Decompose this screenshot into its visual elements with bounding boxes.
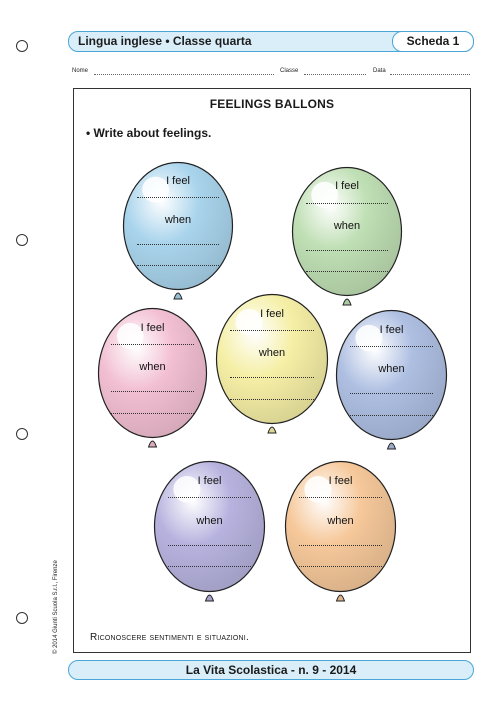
balloon-highlight: [116, 322, 144, 350]
balloon-write-line[interactable]: [229, 329, 315, 331]
balloon-write-line[interactable]: [167, 545, 252, 547]
balloon-i-feel-label: I feel: [379, 323, 404, 336]
balloon-write-line[interactable]: [229, 377, 315, 379]
instruction-text: • Write about feelings.: [86, 126, 212, 140]
balloon-highlight: [235, 308, 263, 336]
balloon: I feel when: [335, 309, 448, 455]
binder-hole: [16, 612, 28, 624]
balloon: I feel when: [97, 307, 208, 453]
binder-hole: [16, 428, 28, 440]
student-fields: Nome Classe Data: [72, 68, 472, 78]
balloon-write-line[interactable]: [136, 197, 220, 199]
balloon-shape: [335, 309, 448, 450]
subject-label: Lingua inglese • Classe quarta: [78, 34, 252, 48]
balloon-write-line[interactable]: [298, 497, 383, 499]
nome-field[interactable]: [94, 74, 274, 75]
balloon-shape: [97, 307, 208, 448]
sheet-label: Scheda 1: [392, 31, 474, 52]
balloon-write-line[interactable]: [305, 270, 389, 272]
balloon-when-label: when: [378, 363, 405, 376]
binder-hole: [16, 40, 28, 52]
balloon-write-line[interactable]: [349, 393, 434, 395]
balloon-when-label: when: [258, 347, 286, 360]
footer-caption: Riconoscere sentimenti e situazioni.: [90, 632, 249, 643]
binder-hole: [16, 234, 28, 246]
balloon-write-line[interactable]: [298, 566, 383, 568]
balloon-write-line[interactable]: [111, 343, 194, 345]
balloon-write-line[interactable]: [229, 398, 315, 400]
balloon-highlight: [311, 181, 339, 208]
balloon-write-line[interactable]: [167, 497, 252, 499]
publication-bar: La Vita Scolastica - n. 9 - 2014: [68, 660, 474, 680]
worksheet-title: FEELINGS BALLONS: [209, 97, 335, 111]
balloon-knot: [342, 298, 352, 306]
balloon: I feel when: [291, 166, 403, 311]
data-label: Data: [373, 68, 386, 74]
balloon-i-feel-label: I feel: [197, 474, 222, 487]
balloon-when-label: when: [333, 219, 361, 232]
balloon-shape: [284, 460, 397, 602]
balloon-shape: [122, 161, 234, 300]
balloon-knot: [267, 426, 277, 434]
balloon-highlight: [142, 176, 170, 203]
balloon-write-line[interactable]: [167, 566, 252, 568]
balloon-write-line[interactable]: [305, 202, 389, 204]
worksheet-frame: FEELINGS BALLONS • Write about feelings.…: [73, 88, 471, 653]
balloon-i-feel-label: I feel: [260, 307, 284, 320]
balloon-i-feel-label: I feel: [166, 175, 190, 188]
balloon-highlight: [355, 324, 383, 352]
balloon-knot: [173, 292, 183, 300]
balloon-write-line[interactable]: [349, 345, 434, 347]
balloon-shape: [153, 460, 266, 602]
balloon-i-feel-label: I feel: [328, 474, 353, 487]
balloon-write-line[interactable]: [111, 391, 194, 393]
balloon-write-line[interactable]: [136, 244, 220, 246]
balloon-when-label: when: [196, 514, 223, 527]
balloon-highlight: [304, 475, 332, 503]
balloon-when-label: when: [139, 361, 166, 374]
balloon-write-line[interactable]: [305, 249, 389, 251]
balloon-shape: [291, 166, 403, 306]
balloon-when-label: when: [164, 214, 192, 227]
data-field[interactable]: [390, 74, 470, 75]
nome-label: Nome: [72, 68, 89, 74]
balloon-write-line[interactable]: [298, 545, 383, 547]
balloon-shape: [215, 293, 329, 434]
balloon-knot: [204, 594, 215, 602]
balloon: I feel when: [122, 161, 234, 305]
balloon: I feel when: [284, 460, 397, 607]
copyright-text: © 2014 Giunti Scuola S.r.l., Firenze: [53, 560, 59, 654]
balloon-write-line[interactable]: [136, 265, 220, 266]
header-bar: Lingua inglese • Classe quarta Scheda 1: [68, 31, 474, 52]
balloon: I feel when: [153, 460, 266, 607]
balloon-when-label: when: [327, 514, 354, 527]
balloon-i-feel-label: I feel: [140, 321, 165, 334]
classe-label: Classe: [280, 68, 299, 74]
balloon-i-feel-label: I feel: [335, 180, 359, 193]
balloon-knot: [147, 440, 158, 448]
balloon-write-line[interactable]: [111, 412, 194, 414]
balloon-write-line[interactable]: [349, 414, 434, 416]
balloon: I feel when: [215, 293, 329, 439]
balloon-knot: [386, 442, 397, 450]
classe-field[interactable]: [304, 74, 366, 75]
balloon-highlight: [173, 475, 201, 503]
balloon-knot: [335, 594, 346, 602]
